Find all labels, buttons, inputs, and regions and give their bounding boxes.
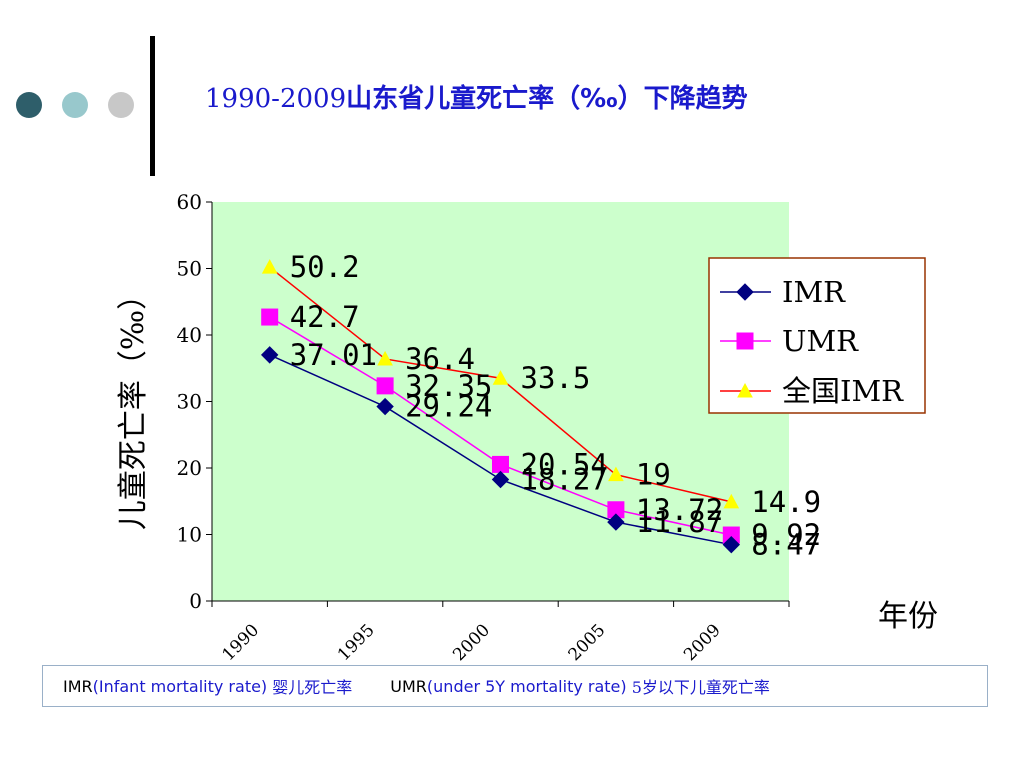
data-label: 36.4: [405, 342, 475, 376]
legend-label-2: 全国IMR: [782, 374, 904, 408]
title-years: 1990-2009: [205, 84, 347, 114]
series-marker-2: [492, 370, 509, 385]
y-tick-label: 20: [177, 456, 202, 480]
data-label: 11.87: [636, 505, 723, 539]
series-marker-1: [376, 377, 394, 395]
series-marker-1: [261, 308, 279, 326]
footnote-imr-zh: 婴儿死亡率: [272, 678, 353, 697]
data-label: 9.92: [751, 518, 821, 552]
title-divider: [150, 36, 155, 176]
data-label: 19: [636, 458, 671, 492]
footnote-imr-en: (Infant mortality rate): [92, 676, 268, 696]
y-tick-label: 30: [177, 390, 202, 414]
legend-marker-2: [737, 382, 753, 398]
data-label: 8.47: [751, 528, 821, 562]
footnote-umr-en: (under 5Y mortality rate): [426, 676, 627, 696]
series-marker-0: [376, 397, 394, 416]
series-marker-1: [492, 455, 509, 473]
series-marker-0: [491, 470, 510, 489]
dot-teal: [62, 92, 88, 118]
dot-gray: [108, 92, 134, 118]
slide-title: 1990-2009山东省儿童死亡率（‰）下降趋势: [205, 78, 748, 115]
series-marker-2: [377, 350, 393, 366]
x-tick-label: 2005: [565, 620, 610, 665]
data-label: 29.24: [405, 390, 492, 424]
y-tick-label: 50: [177, 257, 202, 281]
y-tick-label: 10: [177, 523, 202, 547]
footnote-umr-abbr: UMR: [390, 676, 427, 696]
data-label: 13.72: [636, 493, 723, 527]
y-axis-title: 儿童死亡率（‰）: [116, 280, 151, 530]
y-tick-label: 60: [177, 190, 202, 214]
x-tick-label: 1995: [334, 620, 379, 665]
series-marker-0: [607, 513, 625, 531]
series-marker-0: [722, 535, 741, 554]
footnote-umr-zh: 5岁以下儿童死亡率: [631, 678, 770, 697]
y-tick-label: 40: [177, 323, 202, 347]
data-label: 32.35: [405, 369, 492, 403]
x-axis-title: 年份: [878, 599, 938, 634]
footnote-imr-abbr: IMR: [63, 676, 93, 696]
x-tick-label: 2000: [449, 620, 494, 665]
data-label: 42.7: [290, 300, 360, 334]
footnote: IMR (Infant mortality rate) 婴儿死亡率 UMR (unde…: [42, 665, 988, 707]
dot-dark: [16, 92, 42, 118]
data-label: 14.9: [751, 485, 821, 519]
data-label: 33.5: [521, 361, 591, 395]
data-label: 18.27: [521, 463, 608, 497]
data-label: 37.01: [290, 338, 377, 372]
series-marker-0: [260, 346, 279, 364]
data-label: 20.54: [521, 447, 608, 481]
series-marker-2: [608, 466, 624, 482]
x-tick-label: 1990: [219, 620, 264, 665]
data-label: 50.2: [290, 250, 360, 284]
legend-marker-0: [736, 283, 754, 301]
legend-marker-1: [736, 332, 754, 350]
legend-label-0: IMR: [782, 275, 846, 309]
series-marker-2: [261, 259, 278, 274]
legend-label-1: UMR: [782, 324, 859, 358]
series-marker-2: [723, 493, 740, 509]
plot-area: [212, 202, 789, 601]
title-text: 山东省儿童死亡率（‰）下降趋势: [346, 84, 748, 114]
x-tick-label: 2009: [680, 620, 725, 665]
y-tick-label: 0: [189, 589, 202, 613]
decorative-dots: [16, 92, 134, 118]
